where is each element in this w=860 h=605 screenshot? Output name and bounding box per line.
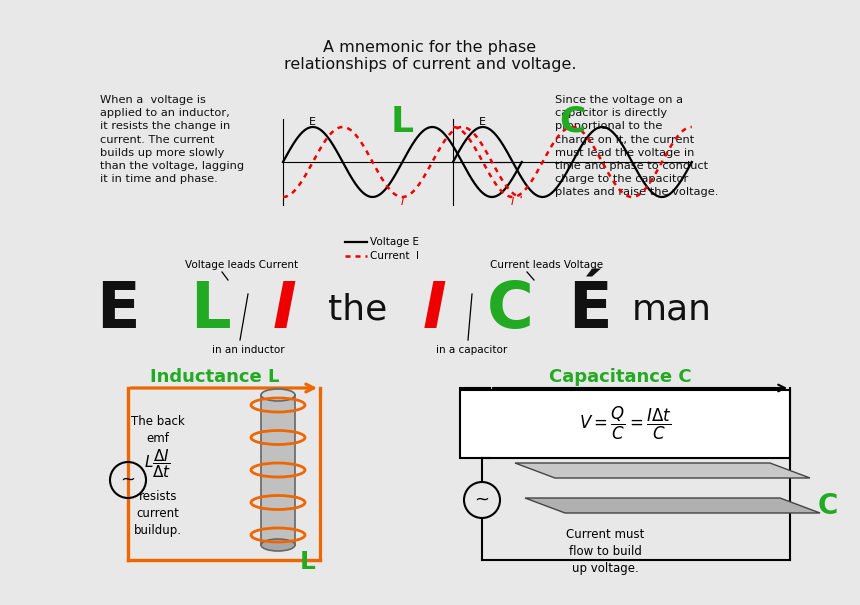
Text: Voltage E: Voltage E [370,237,419,247]
Text: in an inductor: in an inductor [212,345,285,355]
Text: in a capacitor: in a capacitor [436,345,507,355]
Text: I: I [273,279,297,341]
Text: C: C [559,105,586,139]
Polygon shape [525,498,820,513]
Text: C: C [818,492,838,520]
Text: $V = \dfrac{Q}{C} = \dfrac{I\Delta t}{C}$: $V = \dfrac{Q}{C} = \dfrac{I\Delta t}{C}… [579,404,672,442]
Text: $L\dfrac{\Delta I}{\Delta t}$: $L\dfrac{\Delta I}{\Delta t}$ [144,447,172,480]
Text: L: L [391,105,414,139]
Text: C: C [487,279,533,341]
Ellipse shape [261,389,295,401]
Text: I: I [423,279,447,341]
Text: E: E [96,279,140,341]
Text: Inductance L: Inductance L [150,368,280,386]
Text: resists
current
buildup.: resists current buildup. [134,490,182,537]
Text: the: the [329,293,388,327]
Text: man: man [632,293,712,327]
Text: I: I [511,197,514,207]
Text: L: L [300,550,316,574]
Text: When a  voltage is
applied to an inductor,
it resists the change in
current. The: When a voltage is applied to an inductor… [100,95,244,184]
Text: ~: ~ [475,491,489,509]
Text: I: I [401,197,404,207]
Text: Current  I: Current I [370,251,419,261]
Polygon shape [515,463,810,478]
FancyBboxPatch shape [460,390,790,458]
Text: The back
emf: The back emf [131,415,185,445]
Text: Capacitance C: Capacitance C [549,368,691,386]
Text: É: É [568,279,611,341]
Text: ~: ~ [120,471,136,489]
Ellipse shape [261,539,295,551]
Text: E: E [310,117,316,127]
Text: A mnemonic for the phase
relationships of current and voltage.: A mnemonic for the phase relationships o… [284,40,576,73]
Text: Current leads Voltage: Current leads Voltage [490,260,604,270]
Text: E: E [479,117,487,127]
Text: Since the voltage on a
capacitor is directly
proportional to the
charge on it, t: Since the voltage on a capacitor is dire… [555,95,718,197]
Text: L: L [190,279,230,341]
Text: Voltage leads Current: Voltage leads Current [186,260,298,270]
Text: Current must
flow to build
up voltage.: Current must flow to build up voltage. [566,528,644,575]
Bar [261,395,295,545]
